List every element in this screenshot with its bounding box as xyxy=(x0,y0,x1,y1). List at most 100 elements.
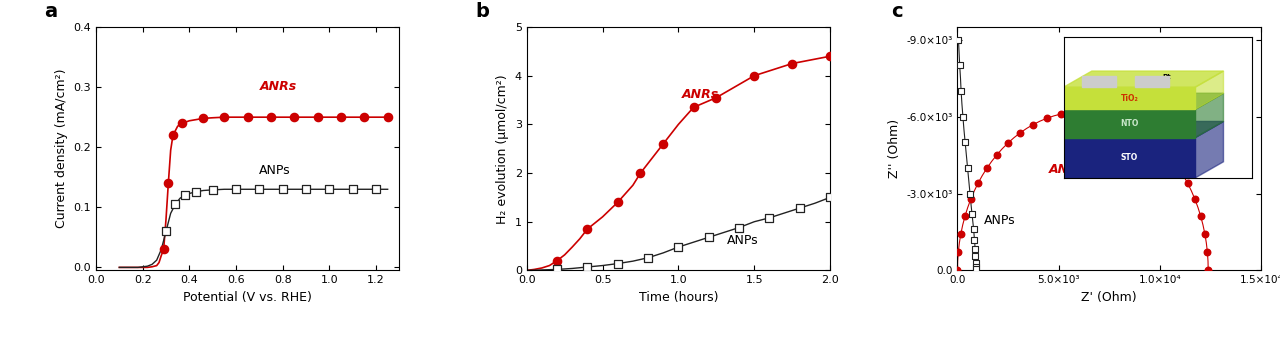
Point xyxy=(1135,130,1156,136)
Point xyxy=(961,211,982,217)
Point xyxy=(1023,122,1043,127)
Point xyxy=(608,261,628,266)
Point xyxy=(1197,249,1217,255)
Point xyxy=(250,187,270,192)
Point xyxy=(948,249,969,255)
Point xyxy=(577,264,598,270)
Point xyxy=(1094,111,1115,117)
Point xyxy=(965,246,986,251)
X-axis label: Z' (Ohm): Z' (Ohm) xyxy=(1082,291,1137,304)
Point xyxy=(653,141,673,147)
Point xyxy=(154,247,174,252)
Point xyxy=(163,132,183,138)
Point xyxy=(744,73,764,78)
Y-axis label: Z'' (Ohm): Z'' (Ohm) xyxy=(888,119,901,178)
Point xyxy=(987,152,1007,158)
Point xyxy=(378,115,398,120)
Point xyxy=(637,255,658,261)
Point xyxy=(1178,180,1198,186)
Point xyxy=(202,187,223,193)
Point xyxy=(237,115,257,120)
Point xyxy=(1169,166,1189,171)
Point xyxy=(159,180,179,186)
X-axis label: Potential (V vs. RHE): Potential (V vs. RHE) xyxy=(183,291,312,304)
Text: ANPs: ANPs xyxy=(727,234,759,247)
Point xyxy=(307,115,328,120)
Point xyxy=(965,264,986,270)
Point xyxy=(630,170,650,176)
Point xyxy=(296,187,316,192)
Point xyxy=(965,254,986,259)
Text: ANPs: ANPs xyxy=(984,214,1015,227)
Point xyxy=(343,187,364,192)
Text: b: b xyxy=(475,2,489,21)
Point xyxy=(156,228,177,234)
Text: a: a xyxy=(45,2,58,21)
Point xyxy=(668,244,689,250)
Point xyxy=(699,235,719,240)
Point xyxy=(1190,213,1211,219)
Point xyxy=(947,268,968,273)
Point xyxy=(330,115,351,120)
Text: ANRs: ANRs xyxy=(681,88,718,101)
Point xyxy=(225,187,246,192)
Point xyxy=(948,37,969,43)
Text: c: c xyxy=(891,2,902,21)
Point xyxy=(355,115,375,120)
Point xyxy=(951,231,972,237)
Point xyxy=(707,95,727,100)
Point xyxy=(759,215,780,220)
Point xyxy=(1037,116,1057,121)
Point xyxy=(1080,109,1101,115)
Point xyxy=(273,187,293,192)
Point xyxy=(957,165,978,171)
Point xyxy=(960,191,980,196)
Point xyxy=(964,237,984,242)
Point xyxy=(960,196,980,202)
Point xyxy=(1194,231,1215,237)
Point xyxy=(950,63,970,68)
Point xyxy=(165,201,186,207)
Text: ANPs: ANPs xyxy=(260,164,291,177)
Text: ANRs: ANRs xyxy=(1048,163,1085,176)
Point xyxy=(261,115,282,120)
Point xyxy=(819,195,840,200)
Y-axis label: H₂ evolution (μmol/cm²): H₂ evolution (μmol/cm²) xyxy=(497,74,509,223)
Point xyxy=(965,260,986,265)
Point xyxy=(1108,116,1129,121)
Text: ANRs: ANRs xyxy=(260,80,297,93)
Point xyxy=(1051,111,1071,117)
Point xyxy=(577,226,598,232)
Point xyxy=(366,187,387,192)
Point xyxy=(284,115,305,120)
Point xyxy=(782,61,803,66)
Point xyxy=(684,105,704,110)
Point xyxy=(951,88,972,94)
Point xyxy=(193,116,214,121)
Point xyxy=(1147,140,1167,146)
Point xyxy=(1065,109,1085,115)
Point xyxy=(819,53,840,59)
Point xyxy=(964,227,984,232)
Point xyxy=(1158,152,1179,158)
Point xyxy=(997,140,1018,146)
Point xyxy=(966,267,987,272)
Point xyxy=(728,225,749,230)
Point xyxy=(172,120,192,126)
Point xyxy=(1010,130,1030,136)
Point xyxy=(608,199,628,205)
Point xyxy=(977,166,997,171)
Point xyxy=(214,115,234,120)
Point xyxy=(1198,268,1219,273)
Point xyxy=(955,213,975,219)
Point xyxy=(790,206,810,211)
Point xyxy=(547,267,567,272)
Point xyxy=(1185,196,1206,202)
Point xyxy=(952,114,973,119)
Point xyxy=(174,193,195,198)
Point xyxy=(319,187,339,192)
Point xyxy=(968,180,988,186)
X-axis label: Time (hours): Time (hours) xyxy=(639,291,718,304)
Point xyxy=(955,140,975,145)
Point xyxy=(1123,122,1143,127)
